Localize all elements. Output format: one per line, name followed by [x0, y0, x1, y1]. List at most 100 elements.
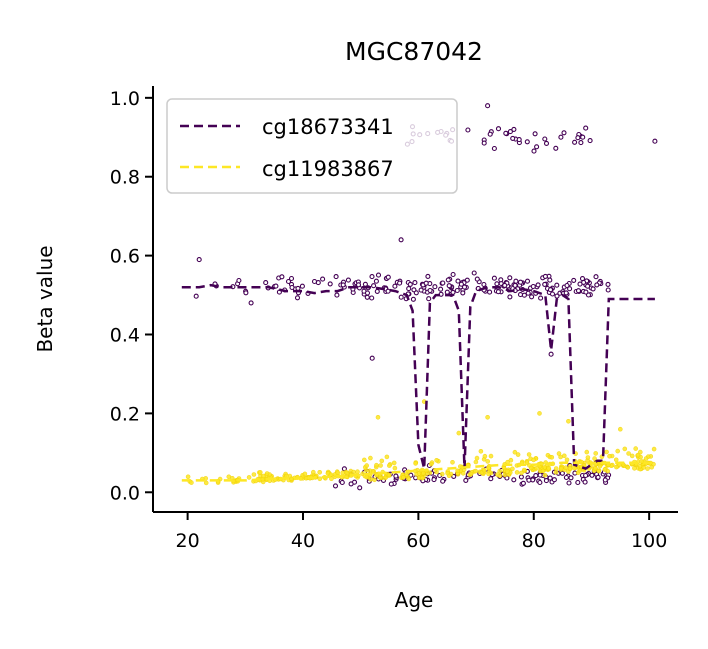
data-point [431, 477, 437, 483]
data-point [374, 288, 380, 294]
data-point [651, 446, 657, 452]
data-point [418, 287, 424, 293]
data-point [563, 474, 569, 481]
data-point [406, 476, 412, 482]
data-point [577, 281, 583, 287]
data-point [478, 448, 484, 454]
data-point [543, 478, 549, 484]
data-point [196, 257, 202, 263]
data-point [481, 140, 487, 146]
data-point [440, 478, 446, 484]
data-point [507, 294, 513, 300]
data-point [355, 469, 360, 475]
data-point [526, 477, 532, 483]
data-point [440, 280, 446, 286]
data-point [593, 274, 599, 280]
data-point [491, 275, 497, 281]
data-point [521, 467, 527, 473]
data-point [295, 285, 301, 291]
x-tick-label: 20 [176, 530, 200, 552]
data-point [246, 475, 252, 480]
data-point [364, 474, 370, 480]
data-point [460, 290, 466, 296]
data-point [575, 288, 582, 294]
x-tick-label: 80 [522, 530, 546, 552]
data-point [558, 134, 564, 140]
data-point [427, 287, 433, 294]
chart-title: MGC87042 [345, 37, 483, 66]
data-point [456, 430, 462, 436]
data-point [450, 271, 456, 278]
data-point [471, 270, 477, 276]
trend-lines [181, 283, 655, 482]
data-point [525, 290, 531, 296]
data-point [571, 465, 577, 471]
x-tick-label: 40 [291, 530, 315, 552]
y-tick-label: 0.8 [110, 167, 140, 189]
data-point [549, 291, 556, 297]
data-point [513, 278, 519, 284]
data-point [432, 284, 438, 290]
data-point [583, 472, 589, 479]
data-point [546, 465, 551, 471]
y-axis-ticks: 0.0 0.2 0.4 0.6 0.8 1.0 [110, 88, 153, 504]
y-tick-label: 0.2 [110, 403, 140, 425]
data-point [543, 140, 550, 146]
data-point [514, 470, 520, 475]
data-point [533, 473, 539, 479]
data-point [532, 131, 538, 137]
data-point [303, 475, 309, 481]
data-point [369, 295, 375, 301]
data-point [410, 296, 416, 302]
data-point [524, 278, 531, 284]
data-point [516, 137, 522, 143]
data-point [344, 470, 350, 476]
data-point [367, 468, 373, 474]
data-point [327, 281, 333, 287]
data-point [460, 470, 466, 476]
data-point [502, 472, 508, 478]
data-point [334, 292, 340, 298]
data-point [364, 290, 371, 296]
data-point [577, 468, 583, 473]
data-point [495, 472, 500, 477]
data-point [386, 463, 392, 468]
data-point [203, 480, 209, 486]
data-point [288, 275, 295, 282]
data-point [575, 135, 581, 141]
data-point [407, 281, 413, 287]
data-point [568, 475, 574, 481]
data-point [193, 293, 199, 299]
data-point [226, 474, 232, 480]
data-point [530, 283, 536, 290]
data-point [391, 460, 397, 466]
data-point [485, 414, 490, 420]
data-point [458, 281, 464, 287]
data-point [589, 472, 595, 478]
data-point [553, 469, 559, 475]
data-point [294, 295, 301, 301]
data-point [547, 287, 554, 293]
data-point [515, 452, 521, 457]
data-point [622, 446, 628, 452]
data-point [279, 274, 285, 280]
data-point [517, 279, 524, 285]
data-point [445, 277, 451, 283]
data-point [597, 463, 603, 469]
data-point [534, 144, 540, 150]
data-point [548, 351, 554, 357]
data-point [425, 273, 431, 279]
data-point [454, 287, 460, 294]
data-point [488, 476, 494, 482]
data-point [505, 469, 510, 474]
data-point [639, 459, 644, 464]
data-point [487, 131, 493, 137]
data-point [485, 459, 491, 464]
data-point [547, 475, 553, 481]
data-point [563, 465, 569, 471]
data-point [537, 472, 543, 478]
data-point [520, 480, 526, 486]
legend: cg18673341 cg11983867 [166, 98, 458, 194]
data-point [473, 459, 479, 465]
